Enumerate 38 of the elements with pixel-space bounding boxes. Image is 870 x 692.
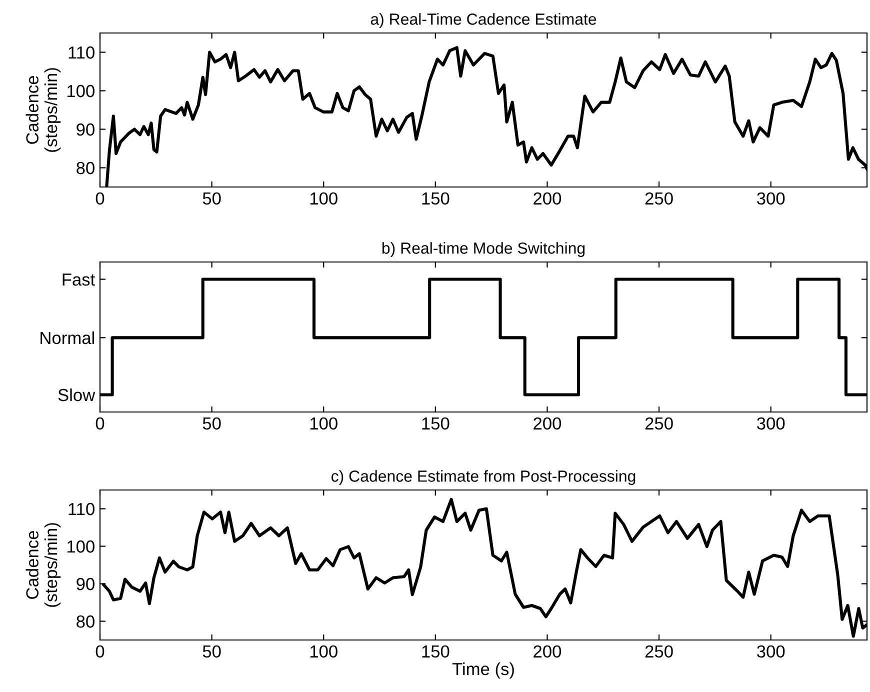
x-tick-label: 200 (534, 192, 562, 205)
y-axis-title: Cadence (steps/min) (26, 523, 61, 607)
x-tick-label: 250 (645, 192, 673, 205)
x-tick-label: 0 (96, 192, 104, 205)
y-tick-label: 80 (76, 615, 94, 628)
x-tick-label: 150 (422, 417, 450, 430)
chart-title: c) Cadence Estimate from Post-Processing (332, 470, 636, 485)
x-tick-label: 50 (202, 417, 221, 430)
x-tick-label: 300 (757, 645, 785, 658)
y-tick-label: 90 (76, 578, 94, 590)
x-tick-label: 150 (422, 645, 450, 658)
y-tick-label: 100 (68, 84, 94, 98)
text: Slow (58, 388, 96, 402)
text: Normal (40, 331, 94, 344)
y-axis-title: Cadence (steps/min) (26, 68, 61, 152)
y-tick-label: 110 (68, 502, 94, 516)
x-axis-title: Time (s) (452, 662, 514, 679)
x-tick-label: 100 (310, 417, 338, 430)
x-tick-label: 300 (757, 417, 785, 430)
y-tick-label: 100 (68, 540, 94, 553)
x-tick-label: 50 (202, 645, 221, 658)
x-tick-label: 300 (757, 192, 785, 205)
x-tick-label: 200 (534, 645, 562, 658)
x-tick-label: 250 (645, 645, 673, 658)
chart-title: b) Real-time Mode Switching (382, 242, 585, 257)
x-tick-label: 50 (202, 192, 221, 205)
y-tick-label: 110 (68, 46, 94, 59)
x-tick-label: 200 (534, 417, 562, 430)
y-tick-label: 90 (76, 123, 94, 136)
y-tick-label: 80 (76, 162, 94, 174)
text: Fast (62, 274, 96, 286)
x-tick-label: 0 (96, 645, 104, 658)
x-tick-label: 100 (310, 645, 338, 658)
x-tick-label: 250 (645, 417, 673, 430)
x-tick-label: 150 (422, 192, 450, 205)
x-tick-label: 100 (310, 192, 338, 205)
x-tick-label: 0 (96, 417, 104, 430)
chart-title: a) Real-Time Cadence Estimate (370, 13, 596, 28)
